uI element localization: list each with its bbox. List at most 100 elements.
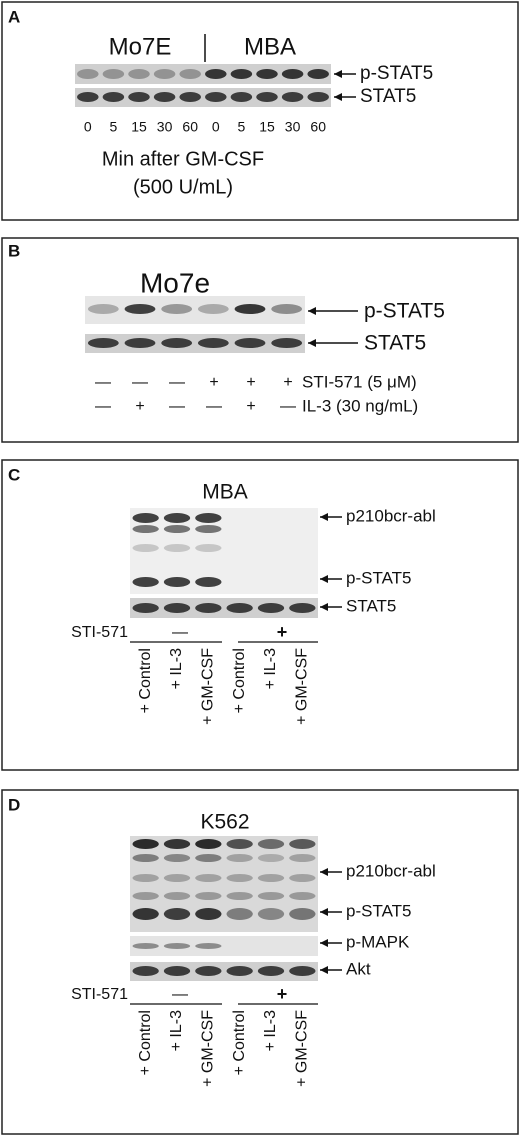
lane-label: 0 <box>212 119 220 135</box>
sign: + <box>246 398 255 415</box>
band <box>256 92 278 102</box>
band <box>163 525 191 533</box>
band <box>195 854 222 862</box>
arrow-head <box>320 939 328 947</box>
arrow-head <box>320 908 328 916</box>
lane-label: + GM-CSF <box>199 648 216 725</box>
band <box>163 544 191 552</box>
band <box>132 892 159 900</box>
band <box>132 966 159 976</box>
arrow-head <box>334 70 342 78</box>
group-label: Mo7E <box>109 33 172 60</box>
band <box>257 854 285 862</box>
band <box>257 603 285 613</box>
panel-letter: A <box>8 7 20 26</box>
band <box>289 874 316 882</box>
band <box>230 69 253 79</box>
treatment-label: STI-571 <box>71 624 128 641</box>
panel-letter: B <box>8 241 20 260</box>
arrow-head <box>308 307 316 315</box>
sign: — <box>169 398 185 415</box>
band <box>257 966 285 976</box>
sign: — <box>206 398 222 415</box>
band <box>226 908 253 920</box>
blot <box>130 836 318 932</box>
sign: + <box>209 374 218 391</box>
band <box>205 92 227 102</box>
band <box>77 69 99 79</box>
band <box>289 908 316 920</box>
band <box>163 892 191 900</box>
lane-label: + GM-CSF <box>199 1010 216 1087</box>
panel-c-frame <box>1 459 519 771</box>
band <box>289 892 316 900</box>
band <box>257 892 285 900</box>
arrow-head <box>320 966 328 974</box>
group-sign: + <box>277 622 288 642</box>
band <box>124 338 156 348</box>
band <box>289 966 316 976</box>
sign: — <box>132 374 148 391</box>
band <box>257 874 285 882</box>
band <box>132 513 159 523</box>
lane-label: 15 <box>259 119 275 135</box>
group-sign: — <box>172 986 188 1003</box>
arrow-head <box>320 868 328 876</box>
band <box>132 839 159 849</box>
band-label: p210bcr-abl <box>346 861 436 880</box>
band <box>153 92 176 102</box>
band <box>307 69 329 79</box>
group-sign: — <box>172 624 188 641</box>
lane-label: 30 <box>285 119 301 135</box>
lane-label: + Control <box>137 648 154 713</box>
band <box>163 513 191 523</box>
group-label: MBA <box>244 33 296 60</box>
band <box>281 69 304 79</box>
band <box>179 69 201 79</box>
band <box>271 304 303 314</box>
band-label: p210bcr-abl <box>346 506 436 525</box>
band <box>161 304 193 314</box>
band <box>128 69 150 79</box>
band <box>132 577 159 587</box>
band <box>163 577 191 587</box>
band <box>289 603 316 613</box>
sign: — <box>95 398 111 415</box>
band-label: STAT5 <box>360 86 416 107</box>
band <box>195 892 222 900</box>
treatment-label: STI-571 <box>71 986 128 1003</box>
arrow-head <box>334 93 342 101</box>
row-label: IL-3 (30 ng/mL) <box>302 396 418 415</box>
band-label: STAT5 <box>346 596 396 615</box>
axis-label: Min after GM-CSF <box>102 148 264 170</box>
arrow-head <box>320 513 328 521</box>
band <box>163 943 191 949</box>
panel-letter: C <box>8 465 20 484</box>
lane-label: 60 <box>182 119 198 135</box>
band <box>195 839 222 849</box>
band <box>197 338 229 348</box>
sign: — <box>280 398 296 415</box>
lane-label: + GM-CSF <box>293 1010 310 1087</box>
blot-title: Mo7e <box>140 267 210 298</box>
group-sign: + <box>277 984 288 1004</box>
band <box>77 92 99 102</box>
lane-label: 30 <box>157 119 173 135</box>
band <box>195 525 222 533</box>
band <box>257 839 285 849</box>
band <box>132 854 159 862</box>
sign: — <box>95 374 111 391</box>
band <box>195 544 222 552</box>
band <box>132 943 159 949</box>
band <box>132 525 159 533</box>
band <box>163 854 191 862</box>
lane-label: 5 <box>238 119 246 135</box>
band-label: STAT5 <box>364 332 426 355</box>
band-label: p-STAT5 <box>346 568 412 587</box>
band <box>87 304 119 314</box>
blot <box>130 936 318 956</box>
band <box>195 603 222 613</box>
row-label: STI-571 (5 μM) <box>302 372 417 391</box>
panel-b-frame <box>1 237 519 443</box>
band <box>163 908 191 920</box>
